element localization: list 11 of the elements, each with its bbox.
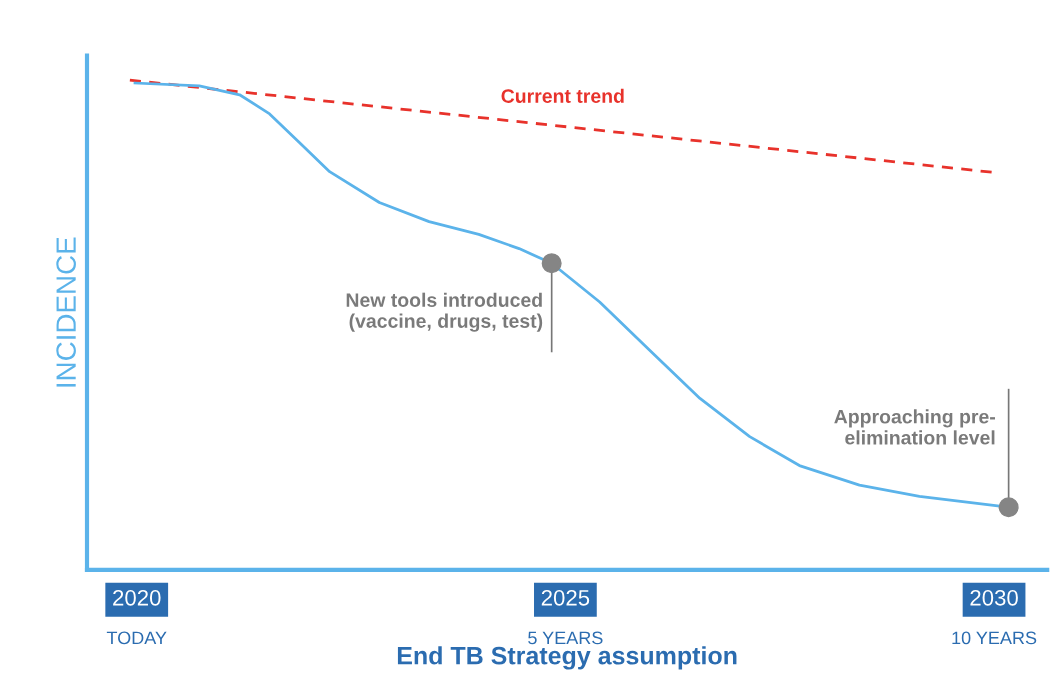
series-label: Current trend	[501, 88, 624, 103]
x-tick-label: 2025	[541, 589, 590, 606]
text: 5 YEARS	[528, 631, 603, 645]
annotation: New tools introduced (vaccine, drugs, test)	[346, 292, 543, 332]
x-tick-label: 2020	[113, 589, 161, 606]
annotation: Approaching pre- elimination level	[834, 409, 995, 445]
y-axis-title: INCIDENCE	[56, 237, 76, 387]
x-tick-label: 2030	[970, 589, 1018, 606]
text: 10 YEARS	[952, 631, 1037, 645]
text: TODAY	[106, 631, 167, 645]
x-axis-title: End TB Strategy assumption	[397, 646, 737, 670]
